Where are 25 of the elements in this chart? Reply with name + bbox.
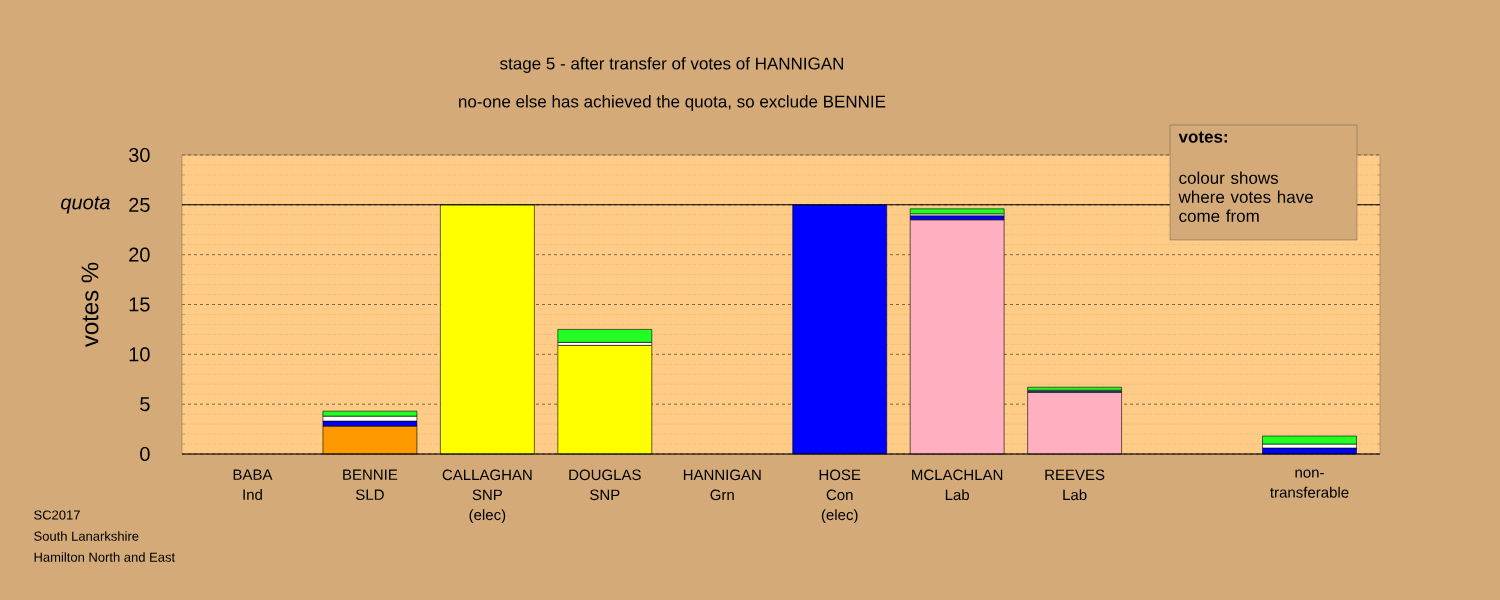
ref-line-label: quota — [61, 196, 110, 214]
y-tick-label: 20 — [129, 247, 150, 262]
y-tick-label: 0 — [140, 446, 150, 462]
y-tick-label: 30 — [128, 147, 150, 163]
x-tick-label: non-transferable — [1270, 469, 1349, 498]
y-axis-title: votes % — [81, 262, 99, 348]
text: SC2017 — [34, 510, 80, 520]
y-tick-label: 25 — [129, 197, 150, 212]
y-tick-label: 10 — [129, 347, 150, 362]
y-tick-label: 15 — [129, 297, 150, 312]
text: Hamilton North and East — [34, 552, 176, 562]
x-tick-label: MCLACHLAN Lab — [912, 469, 1003, 501]
x-tick-label: BABA Ind — [233, 469, 273, 500]
x-tick-label: DOUGLAS SNP — [569, 469, 641, 501]
text: votes: — [1178, 131, 1227, 143]
y-tick-label: 5 — [140, 397, 150, 412]
chart-title: stage 5 - after transfer of votes of HANNIGAN — [500, 57, 844, 73]
annotation: colour shows where votes have come from — [1178, 171, 1313, 223]
x-tick-label: HOSE Con (elec) — [819, 469, 861, 524]
chart-subtitle: no-one else has achieved the quota, so exclude BENNIE — [459, 95, 886, 111]
x-tick-label: HANNIGAN Grn — [683, 469, 761, 501]
x-tick-label: BENNIE SLD — [343, 469, 398, 500]
x-tick-label: REEVES Lab — [1045, 469, 1105, 501]
x-tick-label: CALLAGHAN SNP (elec) — [442, 469, 532, 524]
text: South Lanarkshire — [34, 531, 139, 541]
